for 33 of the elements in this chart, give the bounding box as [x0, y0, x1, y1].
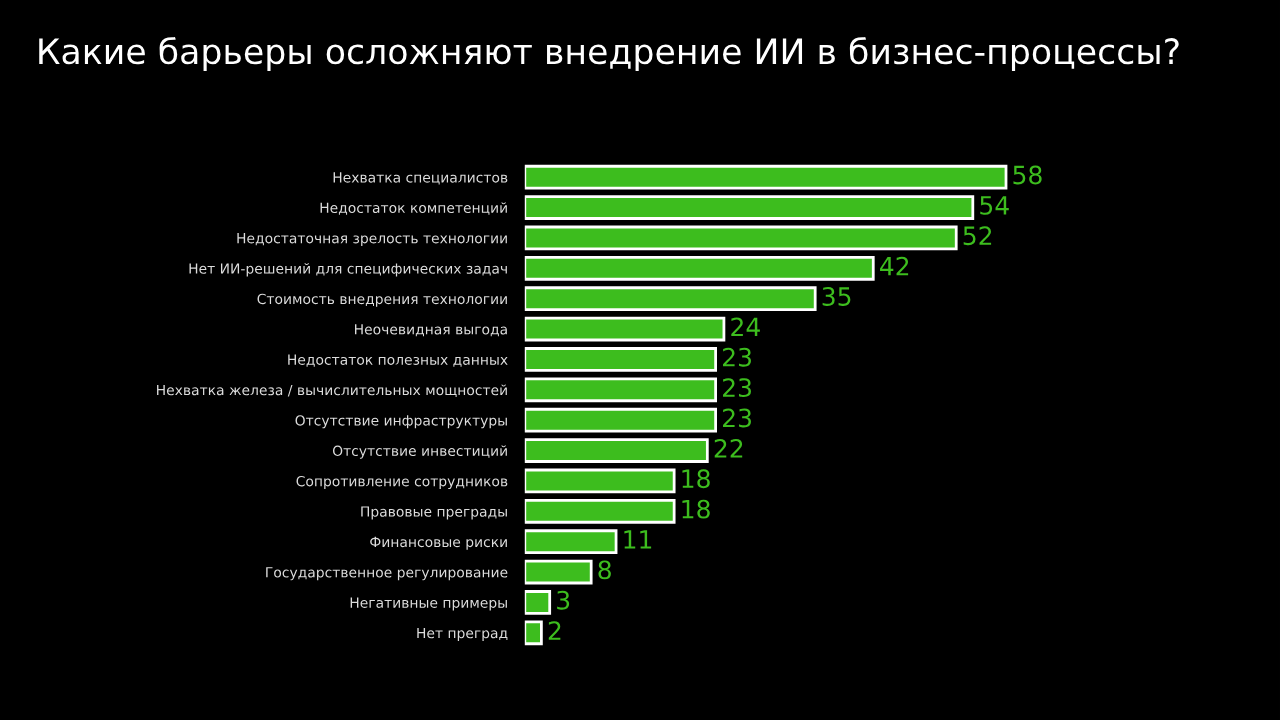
- data-label: 3: [557, 590, 570, 610]
- data-label: 24: [731, 317, 760, 336]
- data-label: 8: [598, 560, 611, 580]
- data-label: 54: [980, 196, 1009, 215]
- bar: [524, 498, 676, 524]
- bar: [524, 377, 718, 403]
- data-label: 18: [682, 499, 710, 519]
- bar: [524, 468, 676, 494]
- bar: [524, 559, 593, 585]
- bar: [524, 286, 817, 312]
- bar: [524, 620, 543, 646]
- bar: [524, 255, 875, 281]
- bar: [524, 590, 552, 615]
- data-label: 23: [723, 378, 751, 398]
- bar: [524, 438, 709, 463]
- bar: [524, 347, 718, 372]
- data-label: 18: [682, 469, 710, 489]
- data-label: 23: [723, 408, 751, 428]
- data-label: 23: [723, 347, 751, 367]
- bar: [524, 164, 1008, 190]
- data-label: 58: [1013, 165, 1042, 185]
- bar: [524, 316, 726, 342]
- bar: [524, 529, 618, 555]
- data-label: 2: [548, 621, 561, 640]
- data-label: 52: [963, 226, 992, 246]
- chart-title: Какие барьеры осложняют внедрение ИИ в бизнес-процессы?: [39, 36, 1179, 72]
- bar: [524, 195, 975, 220]
- data-label: 11: [624, 530, 652, 549]
- data-label: 42: [880, 256, 909, 276]
- data-label: 35: [822, 287, 851, 306]
- bar: [524, 225, 958, 251]
- bar: [524, 407, 718, 433]
- data-label: 22: [714, 438, 743, 458]
